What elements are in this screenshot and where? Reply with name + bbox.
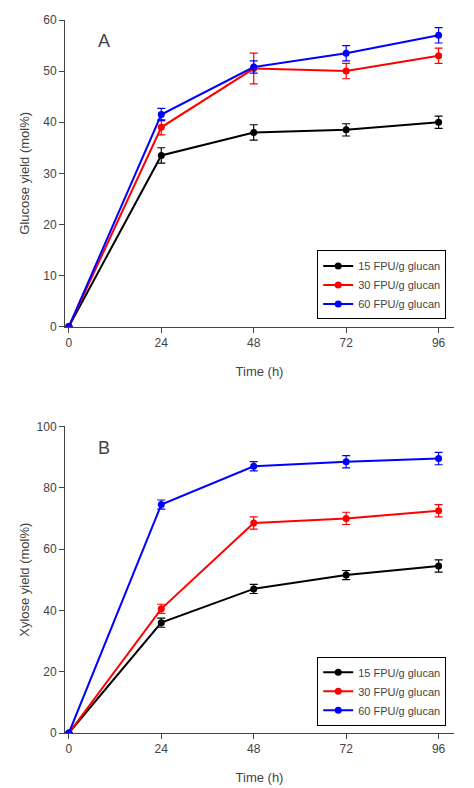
svg-text:0: 0 [66,336,73,350]
svg-text:30 FPU/g glucan: 30 FPU/g glucan [358,279,440,291]
svg-text:72: 72 [339,742,353,756]
svg-text:A: A [98,31,110,51]
svg-text:24: 24 [155,742,169,756]
svg-text:20: 20 [43,218,57,232]
svg-text:50: 50 [43,64,57,78]
svg-text:48: 48 [247,742,261,756]
svg-text:72: 72 [339,336,353,350]
svg-text:48: 48 [247,336,261,350]
svg-text:0: 0 [50,320,57,334]
svg-text:20: 20 [43,665,57,679]
svg-text:Time (h): Time (h) [236,770,284,785]
svg-text:60: 60 [43,13,57,27]
svg-text:0: 0 [66,742,73,756]
svg-text:40: 40 [43,604,57,618]
svg-text:80: 80 [43,481,57,495]
svg-text:60 FPU/g glucan: 60 FPU/g glucan [358,705,440,717]
svg-text:60 FPU/g glucan: 60 FPU/g glucan [358,298,440,310]
svg-text:Xylose yield (mol%): Xylose yield (mol%) [17,523,32,637]
svg-text:Time (h): Time (h) [236,364,284,379]
svg-text:B: B [98,438,110,458]
svg-text:0: 0 [50,726,57,740]
svg-text:10: 10 [43,269,57,283]
svg-text:40: 40 [43,115,57,129]
svg-text:96: 96 [432,742,446,756]
svg-text:30 FPU/g glucan: 30 FPU/g glucan [358,686,440,698]
svg-text:96: 96 [432,336,446,350]
svg-text:100: 100 [37,420,57,434]
svg-text:30: 30 [43,167,57,181]
svg-text:Glucose yield (mol%): Glucose yield (mol%) [17,112,32,235]
svg-text:60: 60 [43,542,57,556]
svg-text:15 FPU/g glucan: 15 FPU/g glucan [358,667,440,679]
svg-text:15 FPU/g glucan: 15 FPU/g glucan [358,260,440,272]
svg-text:24: 24 [155,336,169,350]
